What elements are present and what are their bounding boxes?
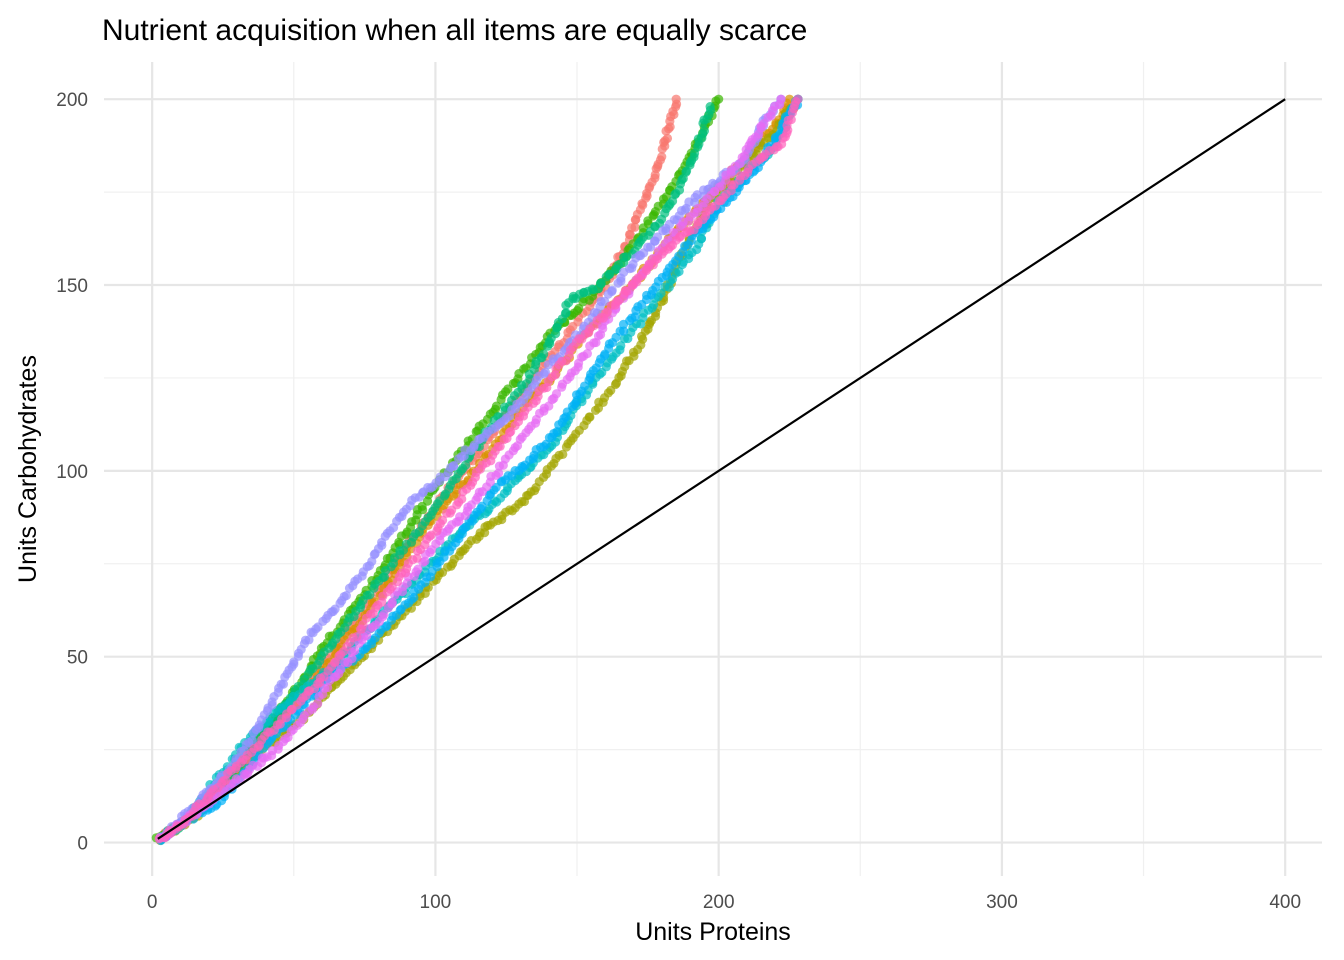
- data-point: [696, 234, 707, 244]
- data-point: [247, 735, 257, 746]
- data-point: [387, 597, 397, 607]
- data-point: [491, 401, 502, 411]
- data-point: [352, 631, 362, 642]
- data-point: [551, 389, 562, 399]
- data-point: [619, 326, 629, 336]
- data-point: [304, 635, 314, 645]
- x-tick-label: 400: [1269, 892, 1301, 913]
- data-point: [449, 460, 459, 471]
- data-point: [596, 278, 606, 288]
- data-point: [362, 631, 372, 641]
- data-point: [539, 349, 549, 359]
- data-point: [495, 441, 505, 451]
- data-point: [776, 94, 786, 104]
- data-point: [630, 222, 640, 232]
- x-tick-label: 200: [703, 892, 735, 913]
- x-axis-ticks: 0 100 200 300 400: [147, 892, 1301, 913]
- data-point: [457, 494, 467, 504]
- data-point: [793, 94, 803, 104]
- data-point: [437, 515, 448, 525]
- x-axis-label: Units Proteins: [635, 918, 791, 946]
- data-point: [313, 698, 323, 709]
- data-point: [699, 126, 710, 136]
- x-tick-label: 100: [420, 892, 452, 913]
- x-tick-label: 0: [147, 892, 158, 913]
- data-point: [347, 653, 357, 664]
- data-point: [278, 679, 289, 689]
- data-point: [585, 412, 595, 422]
- data-point: [365, 590, 375, 600]
- series-group: [156, 94, 682, 845]
- data-point: [582, 349, 592, 359]
- y-axis-label: Units Carbohydrates: [14, 355, 42, 583]
- data-point: [674, 266, 684, 277]
- series-group: [154, 94, 803, 844]
- y-tick-label: 50: [67, 648, 88, 669]
- data-point: [540, 367, 550, 377]
- data-point: [600, 296, 610, 307]
- data-point: [379, 609, 389, 619]
- y-tick-label: 150: [56, 276, 88, 297]
- data-point: [705, 102, 715, 112]
- data-point: [561, 308, 571, 318]
- data-point: [607, 285, 617, 295]
- y-tick-label: 0: [77, 834, 88, 855]
- y-tick-label: 100: [56, 462, 88, 483]
- data-point: [350, 646, 360, 656]
- y-axis-ticks: 0 50 100 150 200: [56, 90, 88, 854]
- chart-title: Nutrient acquisition when all items are …: [102, 14, 807, 47]
- data-point: [341, 591, 351, 601]
- data-point: [652, 232, 663, 242]
- reference-line-overlay: [157, 98, 1286, 840]
- data-point: [657, 152, 667, 162]
- data-point: [494, 468, 504, 478]
- data-point: [786, 115, 796, 125]
- data-point: [336, 664, 346, 674]
- data-point: [714, 94, 724, 104]
- data-point: [558, 449, 568, 459]
- data-point: [420, 556, 430, 566]
- x-tick-label: 300: [986, 892, 1018, 913]
- reference-line: [157, 98, 1286, 840]
- data-point: [412, 553, 422, 563]
- data-point: [574, 303, 584, 314]
- data-point: [413, 564, 423, 574]
- data-point: [662, 133, 673, 144]
- data-point: [616, 341, 626, 351]
- data-point: [622, 286, 632, 296]
- data-point: [671, 94, 681, 104]
- y-tick-label: 200: [56, 90, 88, 111]
